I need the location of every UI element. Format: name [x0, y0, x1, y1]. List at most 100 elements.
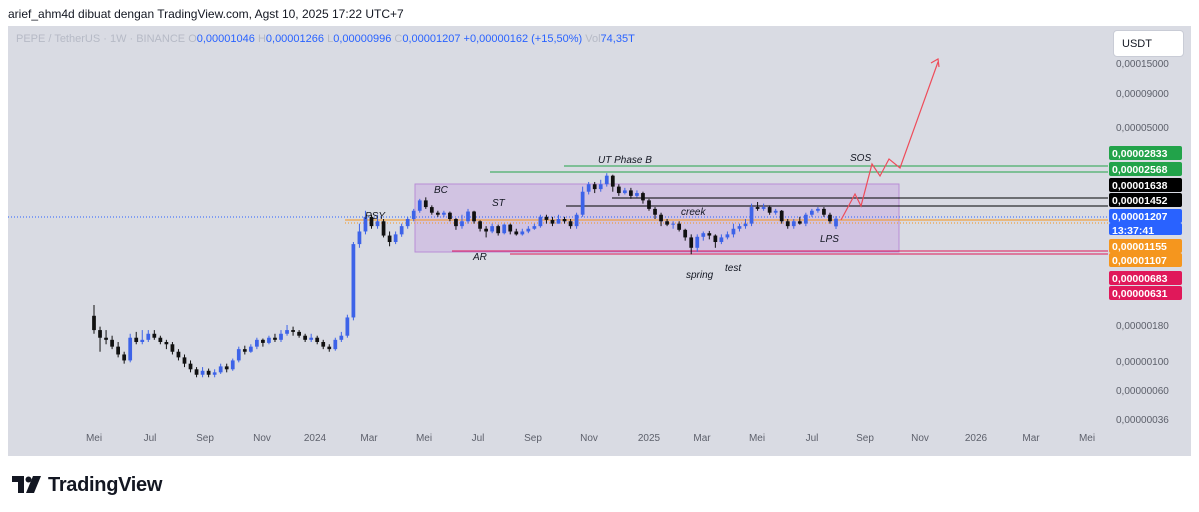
candle-up[interactable]: [375, 221, 380, 227]
candle-down[interactable]: [435, 212, 440, 215]
candle-up[interactable]: [466, 211, 470, 222]
candle-up[interactable]: [399, 226, 404, 235]
candle-down[interactable]: [98, 330, 102, 338]
candle-up[interactable]: [532, 226, 537, 229]
candle-up[interactable]: [695, 236, 700, 248]
candle-up[interactable]: [442, 212, 446, 215]
candle-down[interactable]: [767, 207, 772, 213]
candle-up[interactable]: [635, 193, 639, 196]
candle-down[interactable]: [369, 216, 374, 227]
price-label-badge[interactable]: [1109, 193, 1182, 207]
price-label-badge[interactable]: [1109, 178, 1182, 192]
price-label-badge[interactable]: [1109, 223, 1182, 235]
candle-down[interactable]: [592, 184, 597, 190]
candle-down[interactable]: [610, 175, 615, 187]
symbol-legend[interactable]: PEPE / TetherUS · 1W · BINANCE O0,000010…: [16, 33, 635, 45]
candle-down[interactable]: [544, 216, 549, 220]
candle-down[interactable]: [170, 344, 175, 352]
candle-down[interactable]: [629, 190, 633, 196]
candle-up[interactable]: [200, 370, 205, 375]
candle-up[interactable]: [230, 360, 235, 370]
candle-up[interactable]: [526, 228, 531, 232]
candle-down[interactable]: [755, 207, 760, 209]
candle-down[interactable]: [713, 235, 718, 243]
currency-unit-button[interactable]: USDT: [1113, 30, 1184, 57]
candle-up[interactable]: [725, 234, 730, 238]
candle-down[interactable]: [647, 200, 651, 209]
candle-down[interactable]: [224, 366, 229, 370]
candle-down[interactable]: [387, 235, 392, 243]
candle-up[interactable]: [586, 184, 591, 192]
candle-up[interactable]: [538, 216, 543, 227]
candle-up[interactable]: [731, 228, 736, 235]
candle-down[interactable]: [134, 337, 139, 342]
candle-down[interactable]: [110, 339, 114, 347]
candle-up[interactable]: [339, 335, 344, 340]
candle-down[interactable]: [158, 337, 163, 342]
candle-up[interactable]: [834, 218, 838, 227]
candle-up[interactable]: [218, 366, 223, 373]
candle-up[interactable]: [737, 226, 742, 229]
candle-up[interactable]: [357, 231, 362, 245]
candle-down[interactable]: [164, 342, 169, 345]
price-label-badge[interactable]: [1109, 286, 1182, 300]
candle-up[interactable]: [520, 231, 525, 235]
candle-down[interactable]: [188, 363, 193, 370]
price-chart[interactable]: PSY BC ST AR UT Phase B creek spring test LPS SOS…: [8, 26, 1191, 456]
candle-up[interactable]: [411, 210, 416, 219]
candle-down[interactable]: [653, 208, 657, 215]
candle-up[interactable]: [248, 346, 253, 352]
candle-up[interactable]: [701, 233, 706, 237]
candle-down[interactable]: [797, 221, 802, 224]
candle-up[interactable]: [146, 333, 151, 340]
candle-up[interactable]: [351, 244, 356, 318]
candle-down[interactable]: [683, 229, 688, 238]
candle-up[interactable]: [604, 175, 609, 185]
candle-down[interactable]: [484, 228, 488, 232]
price-label-badge[interactable]: [1109, 253, 1182, 267]
candle-down[interactable]: [508, 224, 513, 232]
candle-down[interactable]: [176, 351, 181, 358]
candle-down[interactable]: [327, 346, 332, 350]
candle-down[interactable]: [152, 333, 157, 338]
candle-down[interactable]: [454, 219, 458, 227]
candle-down[interactable]: [785, 221, 790, 227]
candle-up[interactable]: [279, 333, 283, 340]
candle-up[interactable]: [490, 226, 495, 232]
candle-down[interactable]: [122, 354, 127, 361]
candle-down[interactable]: [689, 237, 694, 248]
candle-up[interactable]: [345, 317, 350, 336]
candle-down[interactable]: [641, 193, 645, 201]
candle-up[interactable]: [363, 216, 368, 232]
candle-up[interactable]: [128, 337, 133, 361]
candle-down[interactable]: [381, 221, 386, 236]
candle-down[interactable]: [291, 330, 295, 332]
candle-down[interactable]: [303, 335, 308, 340]
candle-down[interactable]: [104, 337, 108, 340]
candle-up[interactable]: [502, 224, 507, 234]
candle-up[interactable]: [803, 214, 808, 224]
candle-down[interactable]: [297, 331, 301, 336]
candle-down[interactable]: [321, 342, 326, 347]
candle-up[interactable]: [140, 339, 145, 342]
brand-footer[interactable]: TradingView: [12, 472, 162, 498]
candle-down[interactable]: [273, 337, 277, 340]
candle-down[interactable]: [822, 208, 826, 215]
candle-down[interactable]: [665, 221, 669, 225]
candle-down[interactable]: [828, 214, 832, 222]
candle-down[interactable]: [550, 219, 555, 224]
candle-up[interactable]: [773, 210, 778, 213]
candle-down[interactable]: [659, 214, 663, 222]
candle-up[interactable]: [574, 214, 579, 227]
candle-down[interactable]: [429, 207, 434, 213]
price-label-badge[interactable]: [1109, 239, 1182, 253]
candle-up[interactable]: [309, 337, 314, 340]
candle-up[interactable]: [743, 223, 748, 227]
candle-up[interactable]: [255, 339, 259, 347]
candle-down[interactable]: [206, 370, 211, 375]
price-label-badge[interactable]: [1109, 162, 1182, 176]
candle-up[interactable]: [405, 219, 410, 227]
candle-up[interactable]: [333, 339, 338, 350]
candle-up[interactable]: [809, 210, 814, 215]
candle-up[interactable]: [791, 221, 796, 227]
